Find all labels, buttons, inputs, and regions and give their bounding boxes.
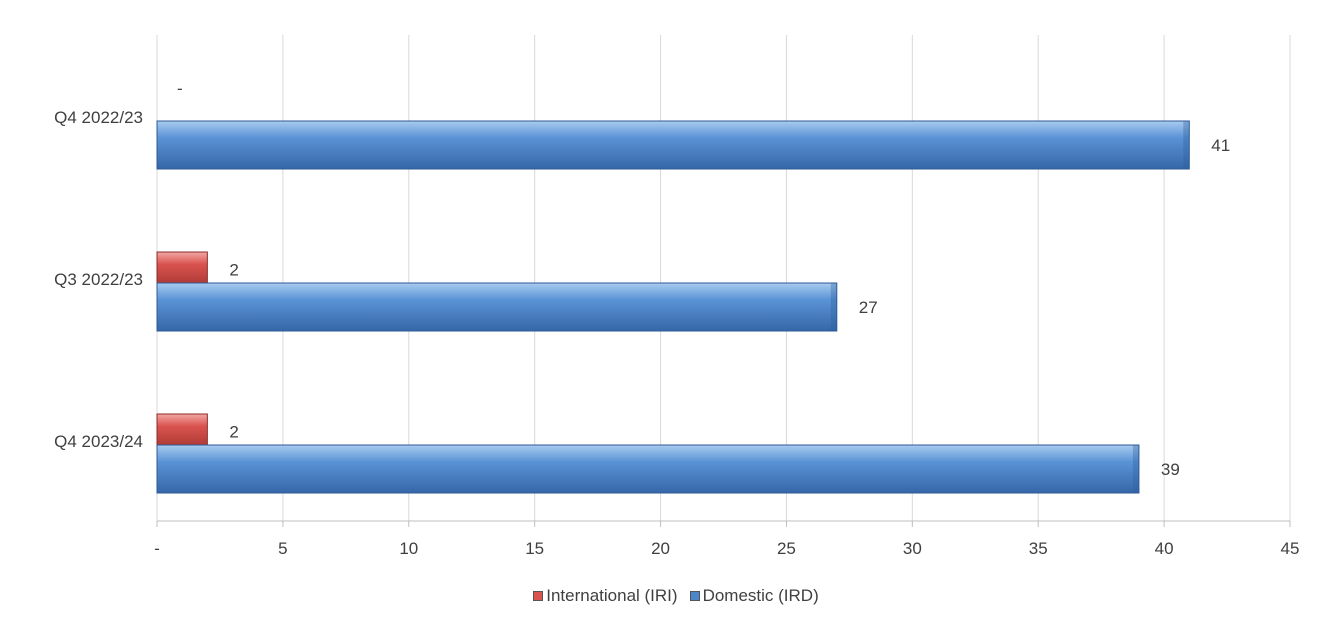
legend-item: Domestic (IRD) <box>689 586 819 606</box>
data-label-international: 2 <box>229 261 238 280</box>
y-category-label: Q4 2023/24 <box>54 432 143 451</box>
chart-frame: - 5 10 15 20 25 30 35 40 45 Q4 2022/23 - 41 Q3 2022/2… <box>8 0 1336 625</box>
bar-chart: - 5 10 15 20 25 30 35 40 45 Q4 2022/23 - 41 Q3 2022/2… <box>54 35 1299 558</box>
bar-domestic-edge <box>830 283 837 331</box>
x-tick-label: 30 <box>903 539 922 558</box>
bar-domestic <box>156 282 838 332</box>
grid-lines <box>156 35 1291 527</box>
y-category-label: Q4 2022/23 <box>54 108 143 127</box>
y-category-label: Q3 2022/23 <box>54 270 143 289</box>
bar-domestic-edge <box>1132 445 1139 493</box>
x-tick-label: 35 <box>1029 539 1048 558</box>
x-tick-label: - <box>154 539 160 558</box>
bar-international <box>156 251 208 288</box>
legend-swatch <box>689 591 700 601</box>
legend: International (IRI) Domestic (IRD) <box>8 586 1336 606</box>
legend-swatch <box>533 591 544 601</box>
data-label-domestic: 39 <box>1161 460 1180 479</box>
x-tick-label: 10 <box>399 539 418 558</box>
x-tick-label: 40 <box>1155 539 1174 558</box>
legend-item: International (IRI) <box>533 586 678 606</box>
bar-domestic-edge <box>1183 121 1190 169</box>
data-label-international: 2 <box>229 423 238 442</box>
x-tick-label: 15 <box>525 539 544 558</box>
x-tick-label: 45 <box>1281 539 1300 558</box>
legend-label: International (IRI) <box>546 586 678 605</box>
x-tick-label: 25 <box>777 539 796 558</box>
labels: - 5 10 15 20 25 30 35 40 45 Q4 2022/23 - 41 Q3 2022/2… <box>54 79 1299 558</box>
data-label-domestic: 41 <box>1211 136 1230 155</box>
data-label-international: - <box>177 79 183 98</box>
legend-label: Domestic (IRD) <box>702 586 819 605</box>
x-tick-label: 5 <box>278 539 287 558</box>
bar-international <box>156 413 208 450</box>
bar-domestic <box>156 444 1140 494</box>
bars <box>156 120 1190 494</box>
bar-domestic <box>156 120 1190 170</box>
data-label-domestic: 27 <box>859 298 878 317</box>
x-tick-label: 20 <box>651 539 670 558</box>
